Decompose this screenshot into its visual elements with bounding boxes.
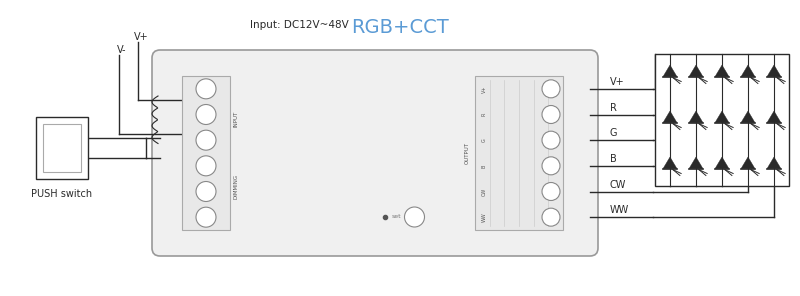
Text: CW: CW	[482, 187, 487, 196]
Text: V+: V+	[610, 77, 625, 87]
Polygon shape	[767, 157, 781, 169]
Text: Input: DC12V~48V: Input: DC12V~48V	[250, 20, 349, 30]
Circle shape	[542, 105, 560, 123]
Circle shape	[542, 80, 560, 98]
Text: CW: CW	[610, 179, 626, 189]
Polygon shape	[741, 157, 755, 169]
Text: B: B	[610, 154, 617, 164]
Circle shape	[542, 157, 560, 175]
Polygon shape	[715, 111, 729, 123]
Circle shape	[196, 156, 216, 176]
Text: PUSH switch: PUSH switch	[31, 189, 93, 199]
Bar	[182, 76, 230, 230]
Text: WW: WW	[482, 212, 487, 222]
FancyBboxPatch shape	[152, 50, 598, 256]
Polygon shape	[663, 65, 677, 77]
Text: DIMMING: DIMMING	[234, 174, 238, 200]
Text: OUTPUT: OUTPUT	[465, 142, 470, 164]
Bar	[475, 76, 563, 230]
Circle shape	[542, 183, 560, 200]
Polygon shape	[767, 65, 781, 77]
Polygon shape	[715, 157, 729, 169]
Circle shape	[196, 79, 216, 99]
Polygon shape	[741, 65, 755, 77]
Bar	[655, 54, 789, 186]
Polygon shape	[741, 111, 755, 123]
Circle shape	[542, 131, 560, 149]
Text: R: R	[482, 113, 487, 116]
Circle shape	[196, 207, 216, 227]
Text: R: R	[610, 102, 617, 112]
Text: B: B	[482, 164, 487, 168]
Bar	[43, 124, 81, 172]
Polygon shape	[715, 65, 729, 77]
Circle shape	[196, 181, 216, 202]
Bar	[36, 117, 88, 179]
Polygon shape	[689, 157, 703, 169]
Text: WW: WW	[610, 205, 630, 215]
Text: set: set	[391, 215, 401, 220]
Circle shape	[196, 104, 216, 125]
Text: INPUT: INPUT	[234, 111, 238, 127]
Circle shape	[196, 130, 216, 150]
Polygon shape	[663, 157, 677, 169]
Text: V+: V+	[134, 32, 149, 42]
Text: G: G	[482, 138, 487, 142]
Polygon shape	[663, 111, 677, 123]
Text: RGB+CCT: RGB+CCT	[351, 18, 449, 37]
Text: G: G	[610, 128, 618, 138]
Circle shape	[405, 207, 425, 227]
Polygon shape	[767, 111, 781, 123]
Polygon shape	[689, 65, 703, 77]
Circle shape	[542, 208, 560, 226]
Text: V+: V+	[482, 85, 487, 93]
Polygon shape	[689, 111, 703, 123]
Text: V-: V-	[117, 45, 126, 55]
